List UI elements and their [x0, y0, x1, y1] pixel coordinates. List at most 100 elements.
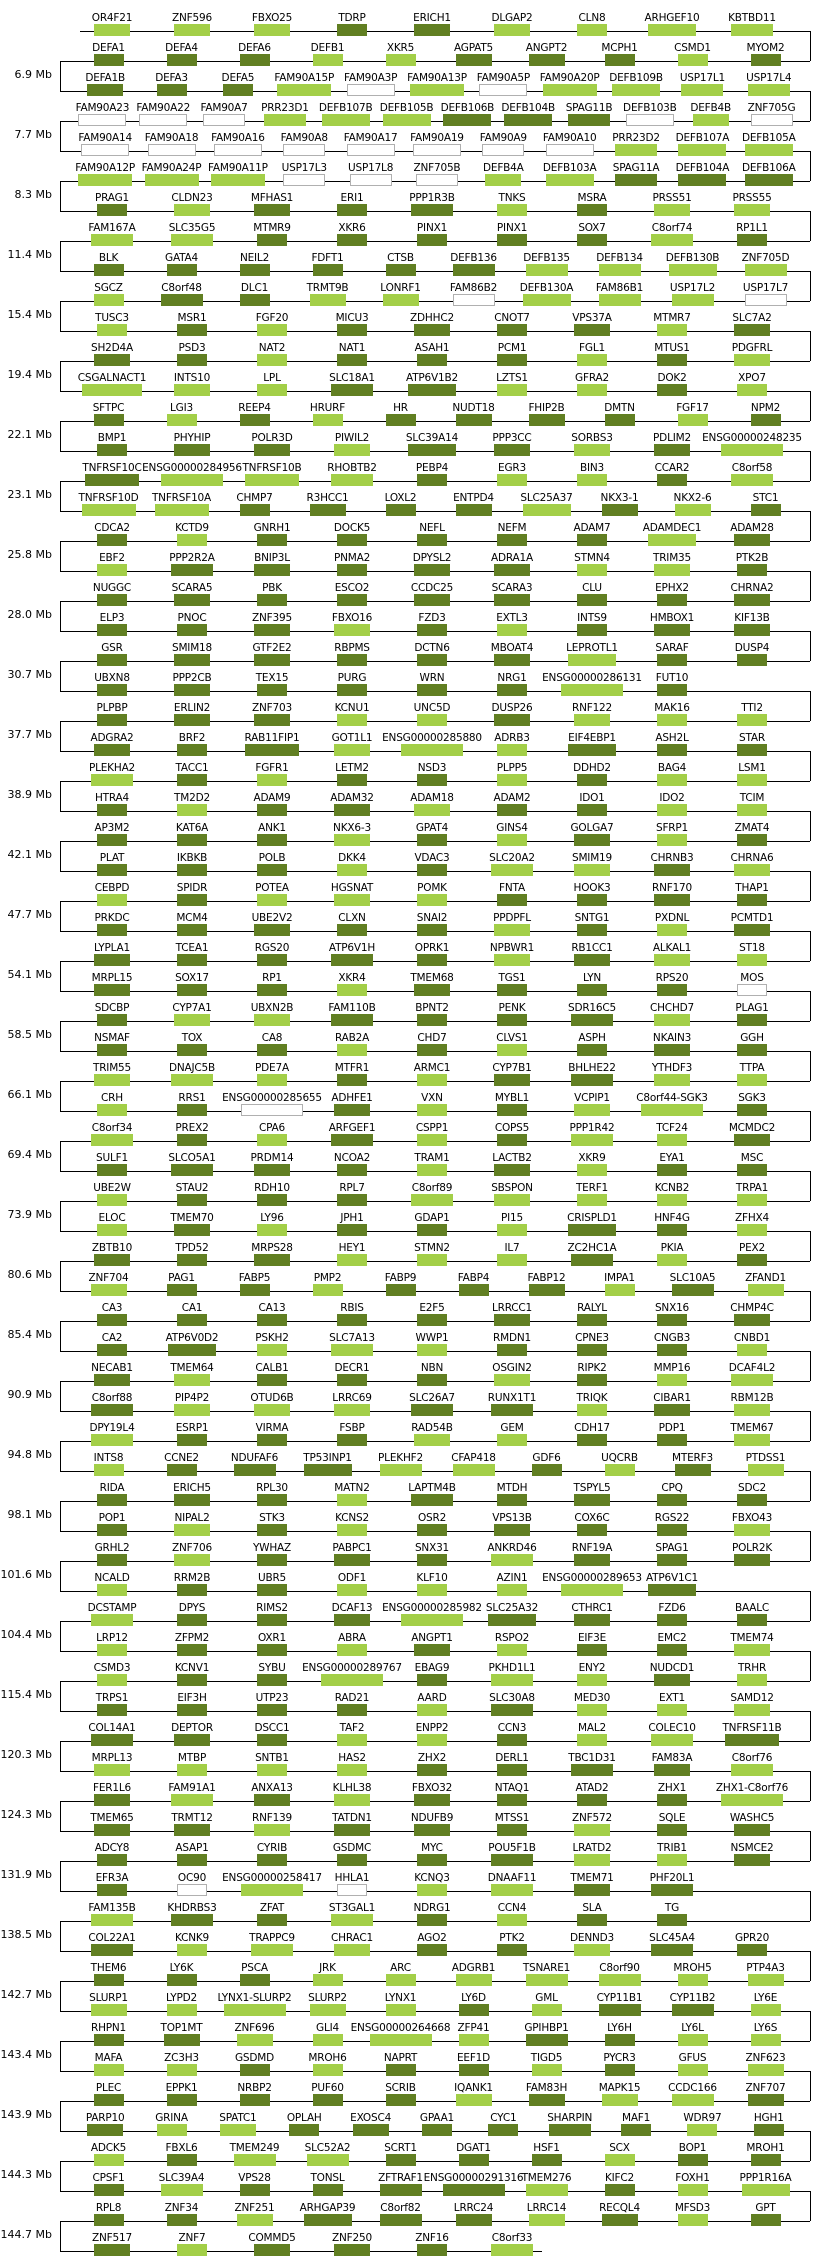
- gene-item[interactable]: UBXN2B: [232, 1002, 312, 1032]
- gene-item[interactable]: CPA6: [232, 1122, 312, 1152]
- gene-box[interactable]: [497, 1644, 527, 1656]
- gene-item[interactable]: MROH6: [291, 2052, 364, 2082]
- gene-item[interactable]: DPYSL2: [392, 552, 472, 582]
- gene-box[interactable]: [571, 1764, 613, 1776]
- gene-item[interactable]: SGK3: [712, 1092, 792, 1122]
- gene-box[interactable]: [417, 1044, 447, 1056]
- gene-box[interactable]: [737, 234, 767, 246]
- gene-item[interactable]: FAM90A20P: [537, 72, 603, 102]
- gene-box[interactable]: [257, 1314, 287, 1326]
- gene-item[interactable]: FAM90A12P: [72, 162, 138, 192]
- gene-box[interactable]: [91, 774, 133, 786]
- gene-item[interactable]: LRRC24: [437, 2202, 510, 2232]
- gene-box[interactable]: [171, 1914, 213, 1926]
- gene-box[interactable]: [455, 414, 492, 426]
- gene-box[interactable]: [574, 834, 610, 846]
- gene-item[interactable]: DEFB104B: [498, 102, 559, 132]
- gene-box[interactable]: [337, 1434, 367, 1446]
- gene-item[interactable]: PPP2CB: [152, 672, 232, 702]
- gene-item[interactable]: SCARA3: [472, 582, 552, 612]
- gene-item[interactable]: SDC2: [712, 1482, 792, 1512]
- gene-box[interactable]: [601, 2094, 638, 2106]
- gene-item[interactable]: ELP3: [72, 612, 152, 642]
- gene-box[interactable]: [651, 1944, 693, 1956]
- gene-item[interactable]: ARFGEF1: [312, 1122, 392, 1152]
- gene-box[interactable]: [750, 2214, 781, 2226]
- gene-box[interactable]: [734, 624, 770, 636]
- gene-item[interactable]: ZNF16: [392, 2232, 472, 2262]
- gene-box[interactable]: [753, 2124, 784, 2136]
- gene-box[interactable]: [385, 54, 416, 66]
- gene-item[interactable]: TRMT12: [152, 1812, 232, 1842]
- gene-item[interactable]: DENND3: [552, 1932, 632, 1962]
- gene-box[interactable]: [331, 1344, 373, 1356]
- gene-box[interactable]: [210, 174, 265, 186]
- gene-box[interactable]: [334, 1794, 370, 1806]
- gene-item[interactable]: DEFB103A: [537, 162, 603, 192]
- gene-item[interactable]: ZNF703: [232, 702, 312, 732]
- gene-box[interactable]: [309, 2004, 346, 2016]
- gene-box[interactable]: [236, 2214, 273, 2226]
- gene-item[interactable]: YTHDF3: [632, 1062, 712, 1092]
- gene-item[interactable]: PPP1R3B: [392, 192, 472, 222]
- gene-item[interactable]: C8orf44-SGK3: [632, 1092, 712, 1122]
- gene-box[interactable]: [750, 504, 781, 516]
- gene-item[interactable]: FABP12: [510, 1272, 583, 1302]
- gene-box[interactable]: [737, 1074, 767, 1086]
- gene-item[interactable]: KIF13B: [712, 612, 792, 642]
- gene-item[interactable]: EIF3H: [152, 1692, 232, 1722]
- gene-item[interactable]: C8orf82: [364, 2202, 437, 2232]
- gene-box[interactable]: [734, 1434, 770, 1446]
- gene-item[interactable]: MTMR9: [232, 222, 312, 252]
- gene-box[interactable]: [346, 144, 395, 156]
- gene-item[interactable]: ESRP1: [152, 1422, 232, 1452]
- gene-item[interactable]: GDF6: [510, 1452, 583, 1482]
- gene-box[interactable]: [737, 384, 767, 396]
- gene-box[interactable]: [657, 774, 687, 786]
- gene-item[interactable]: NCOA2: [312, 1152, 392, 1182]
- gene-item[interactable]: TMEM64: [152, 1362, 232, 1392]
- gene-box[interactable]: [239, 1974, 270, 1986]
- gene-item[interactable]: CALB1: [232, 1362, 312, 1392]
- gene-item[interactable]: SBSPON: [472, 1182, 552, 1212]
- gene-box[interactable]: [177, 1134, 207, 1146]
- gene-box[interactable]: [531, 2004, 562, 2016]
- gene-item[interactable]: PDE7A: [232, 1062, 312, 1092]
- gene-item[interactable]: FGF17: [656, 402, 729, 432]
- gene-item[interactable]: GINS4: [472, 822, 552, 852]
- gene-item[interactable]: FBXL6: [145, 2142, 218, 2172]
- gene-item[interactable]: RSPO2: [472, 1632, 552, 1662]
- gene-box[interactable]: [737, 834, 767, 846]
- gene-box[interactable]: [731, 1374, 773, 1386]
- gene-box[interactable]: [657, 984, 687, 996]
- gene-item[interactable]: BPNT2: [392, 1002, 472, 1032]
- gene-item[interactable]: LY6D: [437, 1992, 510, 2022]
- gene-box[interactable]: [236, 2034, 273, 2046]
- gene-item[interactable]: OPRK1: [392, 942, 472, 972]
- gene-box[interactable]: [657, 1824, 687, 1836]
- gene-box[interactable]: [737, 1164, 767, 1176]
- gene-item[interactable]: NDRG1: [392, 1902, 472, 1932]
- gene-item[interactable]: CCDC25: [392, 582, 472, 612]
- gene-item[interactable]: LONRF1: [364, 282, 437, 312]
- gene-box[interactable]: [239, 2184, 270, 2196]
- gene-item[interactable]: EPHX2: [632, 582, 712, 612]
- gene-item[interactable]: USP17L4: [736, 72, 802, 102]
- gene-box[interactable]: [337, 984, 367, 996]
- gene-box[interactable]: [369, 2034, 432, 2046]
- gene-box[interactable]: [177, 324, 207, 336]
- gene-item[interactable]: SPAG11A: [603, 162, 669, 192]
- gene-item[interactable]: LY6S: [729, 2022, 802, 2052]
- gene-box[interactable]: [257, 1644, 287, 1656]
- gene-box[interactable]: [254, 714, 290, 726]
- gene-box[interactable]: [334, 1944, 370, 1956]
- gene-item[interactable]: TM2D2: [152, 792, 232, 822]
- gene-item[interactable]: ASAP1: [152, 1842, 232, 1872]
- gene-item[interactable]: FZD6: [632, 1602, 712, 1632]
- gene-box[interactable]: [737, 894, 767, 906]
- gene-item[interactable]: SDR16C5: [552, 1002, 632, 1032]
- gene-item[interactable]: ARC: [364, 1962, 437, 1992]
- gene-item[interactable]: ZFPM2: [152, 1632, 232, 1662]
- gene-box[interactable]: [385, 264, 416, 276]
- gene-item[interactable]: CHD7: [392, 1032, 472, 1062]
